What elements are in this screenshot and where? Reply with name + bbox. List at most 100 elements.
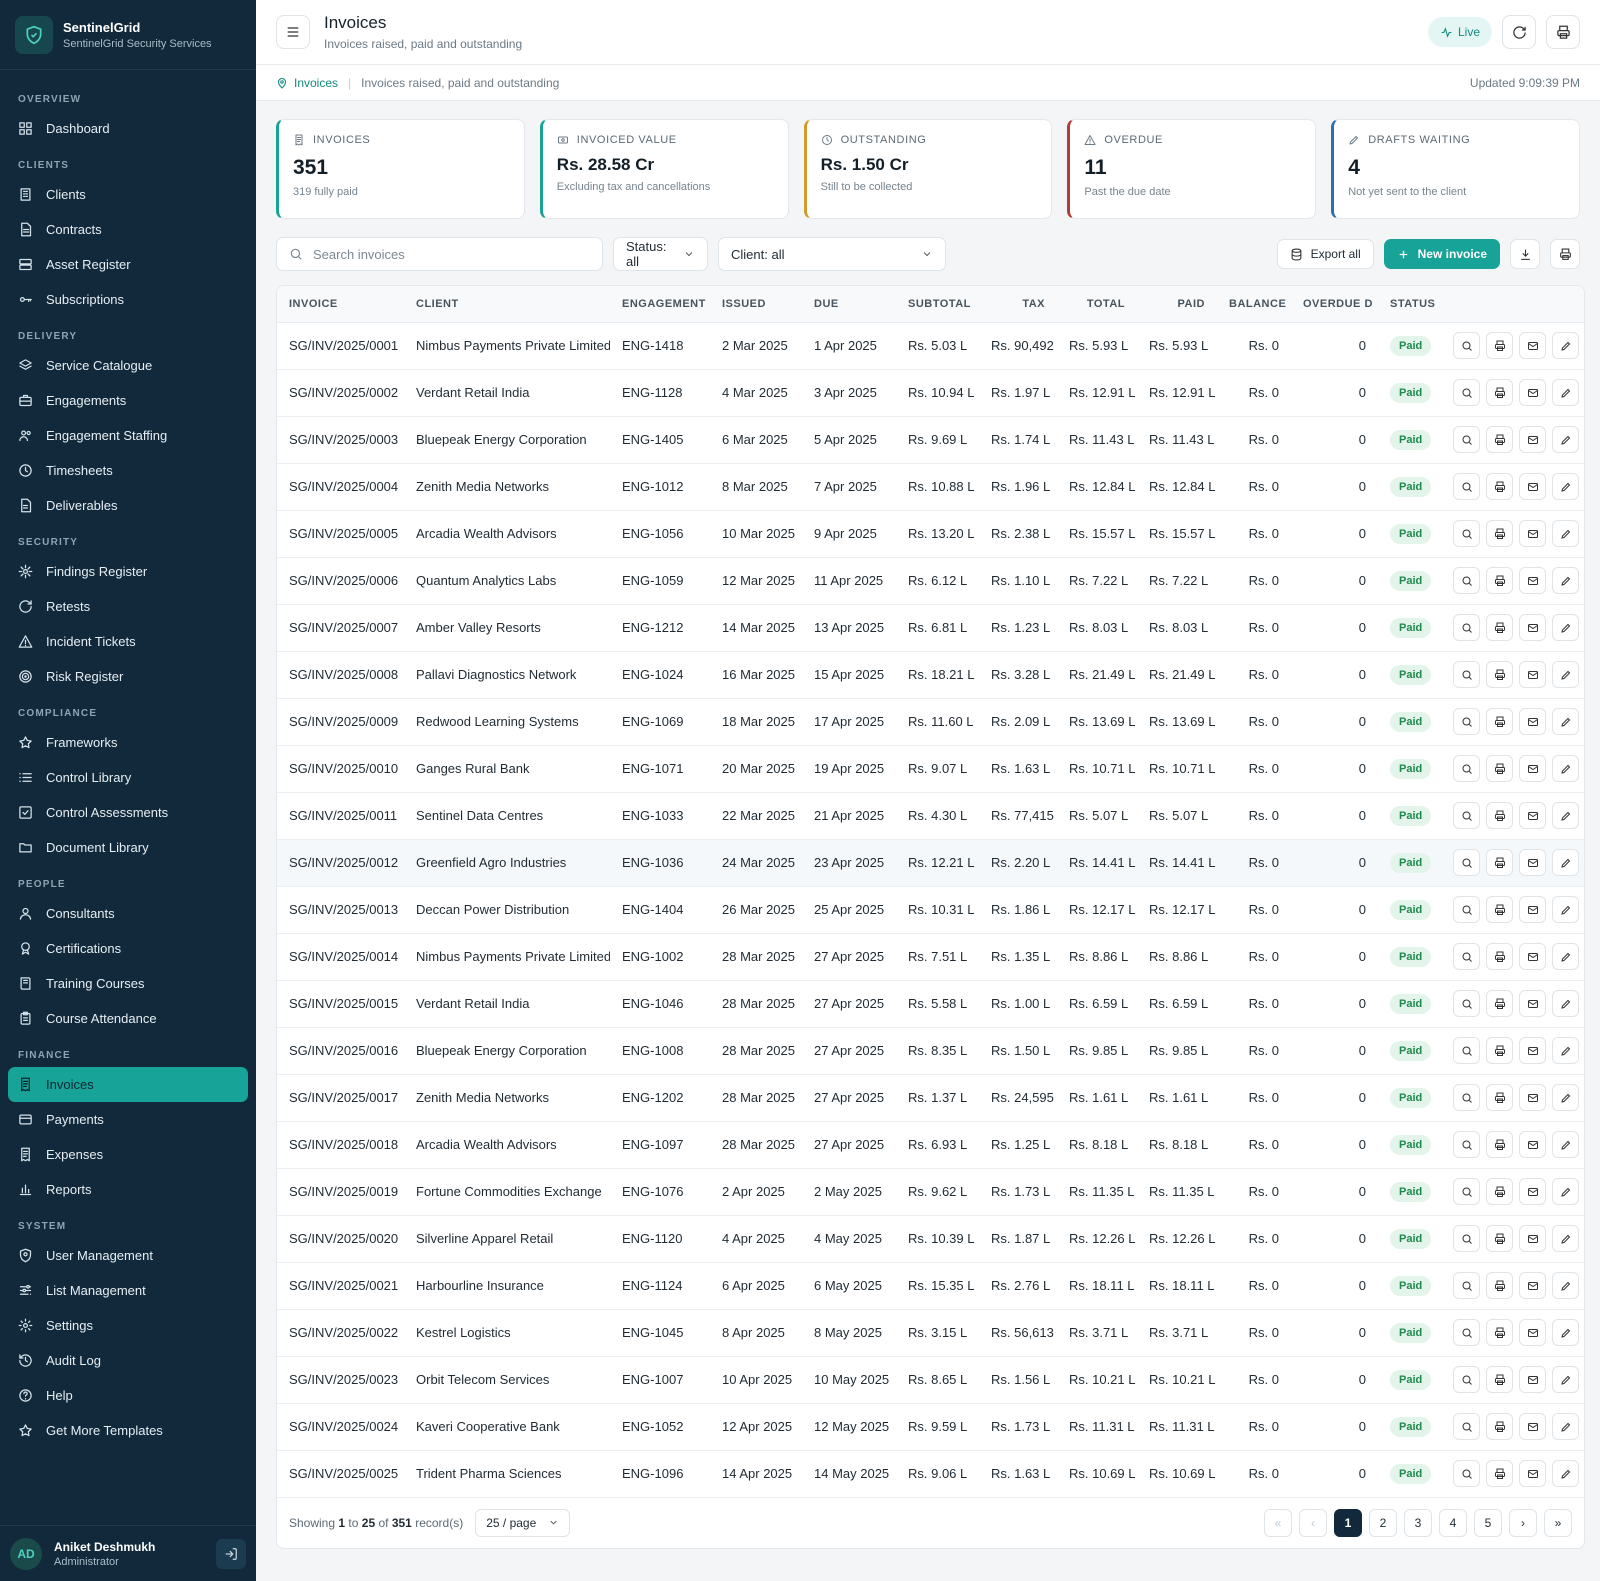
view-button[interactable] — [1453, 1366, 1480, 1393]
edit-invoice-button[interactable] — [1552, 708, 1579, 735]
table-row[interactable]: SG/INV/2025/0002 Verdant Retail India ENG-… — [277, 369, 1584, 417]
column-header-total[interactable]: TOTAL — [1057, 286, 1137, 323]
per-page-select[interactable]: 25 / page — [475, 1508, 571, 1537]
email-invoice-button[interactable] — [1519, 1131, 1546, 1158]
print-invoice-button[interactable] — [1486, 379, 1513, 406]
table-row[interactable]: SG/INV/2025/0023 Orbit Telecom Services EN… — [277, 1356, 1584, 1404]
sidebar-item-list-management[interactable]: List Management — [8, 1273, 248, 1308]
column-header-invoice[interactable]: INVOICE — [277, 286, 404, 323]
edit-invoice-button[interactable] — [1552, 1178, 1579, 1205]
email-invoice-button[interactable] — [1519, 567, 1546, 594]
view-button[interactable] — [1453, 1178, 1480, 1205]
edit-invoice-button[interactable] — [1552, 1272, 1579, 1299]
sidebar-item-certifications[interactable]: Certifications — [8, 931, 248, 966]
email-invoice-button[interactable] — [1519, 849, 1546, 876]
edit-invoice-button[interactable] — [1552, 990, 1579, 1017]
column-header-status[interactable]: STATUS — [1378, 286, 1441, 323]
table-row[interactable]: SG/INV/2025/0011 Sentinel Data Centres ENG… — [277, 792, 1584, 840]
table-row[interactable]: SG/INV/2025/0024 Kaveri Cooperative Bank E… — [277, 1403, 1584, 1451]
email-invoice-button[interactable] — [1519, 473, 1546, 500]
sidebar-item-service-catalogue[interactable]: Service Catalogue — [8, 348, 248, 383]
print-invoice-button[interactable] — [1486, 1225, 1513, 1252]
view-button[interactable] — [1453, 990, 1480, 1017]
edit-invoice-button[interactable] — [1552, 1366, 1579, 1393]
edit-invoice-button[interactable] — [1552, 332, 1579, 359]
sidebar-item-clients[interactable]: Clients — [8, 177, 248, 212]
client-filter-select[interactable]: Client: all — [718, 237, 946, 271]
email-invoice-button[interactable] — [1519, 990, 1546, 1017]
view-button[interactable] — [1453, 849, 1480, 876]
sidebar-item-engagements[interactable]: Engagements — [8, 383, 248, 418]
table-row[interactable]: SG/INV/2025/0012 Greenfield Agro Industri… — [277, 839, 1584, 887]
edit-invoice-button[interactable] — [1552, 614, 1579, 641]
sidebar-item-contracts[interactable]: Contracts — [8, 212, 248, 247]
print-invoice-button[interactable] — [1486, 614, 1513, 641]
email-invoice-button[interactable] — [1519, 1366, 1546, 1393]
print-invoice-button[interactable] — [1486, 426, 1513, 453]
status-filter-select[interactable]: Status: all — [613, 237, 708, 271]
email-invoice-button[interactable] — [1519, 1178, 1546, 1205]
column-header-balance[interactable]: BALANCE — [1217, 286, 1291, 323]
edit-invoice-button[interactable] — [1552, 802, 1579, 829]
sidebar-item-consultants[interactable]: Consultants — [8, 896, 248, 931]
page-button-4[interactable]: 4 — [1439, 1508, 1467, 1537]
sidebar-item-reports[interactable]: Reports — [8, 1172, 248, 1207]
edit-invoice-button[interactable] — [1552, 1037, 1579, 1064]
view-button[interactable] — [1453, 1084, 1480, 1111]
email-invoice-button[interactable] — [1519, 520, 1546, 547]
sidebar-item-findings-register[interactable]: Findings Register — [8, 554, 248, 589]
email-invoice-button[interactable] — [1519, 1272, 1546, 1299]
email-invoice-button[interactable] — [1519, 661, 1546, 688]
email-invoice-button[interactable] — [1519, 943, 1546, 970]
print-invoice-button[interactable] — [1486, 1272, 1513, 1299]
view-button[interactable] — [1453, 661, 1480, 688]
column-header-client[interactable]: CLIENT — [404, 286, 610, 323]
sidebar-item-invoices[interactable]: Invoices — [8, 1067, 248, 1102]
sidebar-item-user-management[interactable]: User Management — [8, 1238, 248, 1273]
search-input[interactable]: Search invoices — [276, 237, 603, 271]
table-row[interactable]: SG/INV/2025/0014 Nimbus Payments Private … — [277, 933, 1584, 981]
print-invoice-button[interactable] — [1486, 1366, 1513, 1393]
email-invoice-button[interactable] — [1519, 708, 1546, 735]
table-row[interactable]: SG/INV/2025/0006 Quantum Analytics Labs EN… — [277, 557, 1584, 605]
export-all-button[interactable]: Export all — [1276, 239, 1374, 269]
print-invoice-button[interactable] — [1486, 849, 1513, 876]
edit-invoice-button[interactable] — [1552, 896, 1579, 923]
table-row[interactable]: SG/INV/2025/0010 Ganges Rural Bank ENG-107… — [277, 745, 1584, 793]
column-header-subtotal[interactable]: SUBTOTAL — [896, 286, 979, 323]
print-invoice-button[interactable] — [1486, 990, 1513, 1017]
print-invoice-button[interactable] — [1486, 473, 1513, 500]
sidebar-item-payments[interactable]: Payments — [8, 1102, 248, 1137]
first-page-button[interactable]: « — [1264, 1508, 1292, 1537]
sidebar-item-get-more-templates[interactable]: Get More Templates — [8, 1413, 248, 1448]
column-header-overdue-d[interactable]: OVERDUE D — [1291, 286, 1378, 323]
table-row[interactable]: SG/INV/2025/0009 Redwood Learning Systems… — [277, 698, 1584, 746]
table-row[interactable]: SG/INV/2025/0003 Bluepeak Energy Corporat… — [277, 416, 1584, 464]
sidebar-item-risk-register[interactable]: Risk Register — [8, 659, 248, 694]
edit-invoice-button[interactable] — [1552, 1319, 1579, 1346]
print-invoice-button[interactable] — [1486, 661, 1513, 688]
sidebar-item-incident-tickets[interactable]: Incident Tickets — [8, 624, 248, 659]
next-page-button[interactable]: › — [1509, 1508, 1537, 1537]
view-button[interactable] — [1453, 943, 1480, 970]
view-button[interactable] — [1453, 1413, 1480, 1440]
logout-button[interactable] — [216, 1538, 246, 1569]
view-button[interactable] — [1453, 755, 1480, 782]
column-header-tax[interactable]: TAX — [979, 286, 1057, 323]
column-header-issued[interactable]: ISSUED — [710, 286, 802, 323]
sidebar-item-dashboard[interactable]: Dashboard — [8, 111, 248, 146]
page-button-3[interactable]: 3 — [1404, 1508, 1432, 1537]
table-row[interactable]: SG/INV/2025/0016 Bluepeak Energy Corporat… — [277, 1027, 1584, 1075]
print-invoice-button[interactable] — [1486, 1319, 1513, 1346]
email-invoice-button[interactable] — [1519, 1084, 1546, 1111]
view-button[interactable] — [1453, 1272, 1480, 1299]
print-invoice-button[interactable] — [1486, 332, 1513, 359]
last-page-button[interactable]: » — [1544, 1508, 1572, 1537]
view-button[interactable] — [1453, 1319, 1480, 1346]
edit-invoice-button[interactable] — [1552, 473, 1579, 500]
sidebar-item-asset-register[interactable]: Asset Register — [8, 247, 248, 282]
sidebar-item-frameworks[interactable]: Frameworks — [8, 725, 248, 760]
table-row[interactable]: SG/INV/2025/0015 Verdant Retail India ENG-… — [277, 980, 1584, 1028]
print-invoice-button[interactable] — [1486, 1131, 1513, 1158]
sidebar-item-retests[interactable]: Retests — [8, 589, 248, 624]
